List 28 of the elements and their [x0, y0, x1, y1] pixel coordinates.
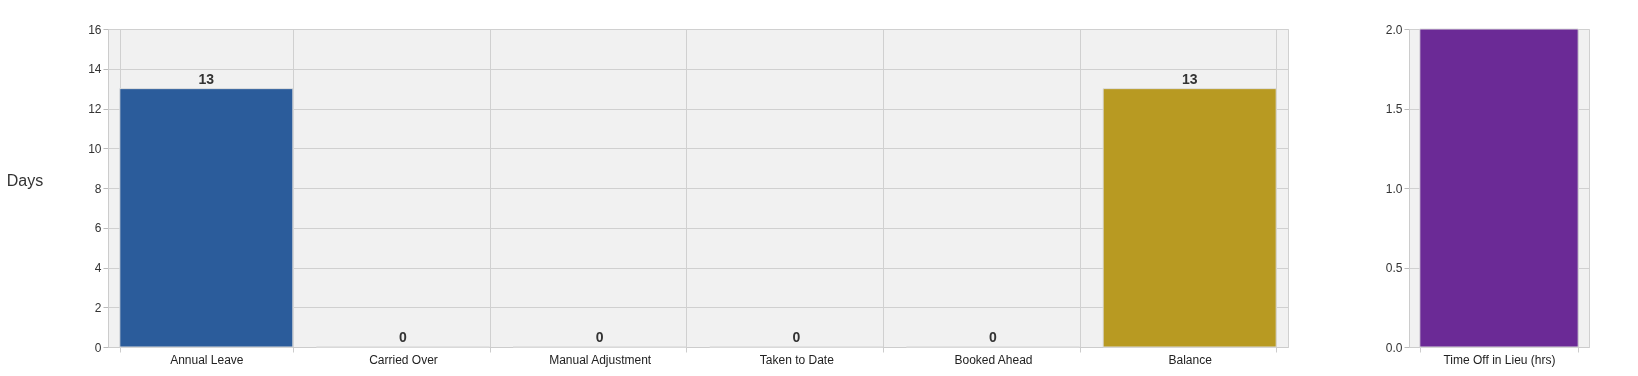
- data-label: 0: [792, 329, 801, 345]
- y-tick-label: 0.0: [1385, 340, 1403, 355]
- x-tick-label: Balance: [1168, 352, 1213, 367]
- y-tick-label: 14: [88, 62, 102, 77]
- data-label: 0: [595, 329, 604, 345]
- y-axis-title: Days: [6, 171, 44, 189]
- y-tick-label: 16: [88, 22, 102, 37]
- data-label: 13: [198, 70, 215, 87]
- x-tick-label: Time Off in Lieu (hrs): [1443, 352, 1556, 367]
- y-tick-label: 0: [94, 340, 102, 355]
- y-tick-label: 4: [94, 261, 102, 275]
- data-label: 0: [399, 329, 408, 345]
- y-tick-label: 8: [94, 181, 102, 196]
- data-label: 13: [1181, 70, 1198, 87]
- data-label: 0: [989, 329, 998, 345]
- x-tick-label: Carried Over: [369, 352, 438, 367]
- y-tick-label: 12: [88, 102, 102, 116]
- y-tick-label: 2: [94, 300, 102, 315]
- x-tick-label: Taken to Date: [759, 352, 835, 367]
- y-tick-label: 2.0: [1385, 22, 1403, 37]
- y-tick-label: 1.0: [1385, 181, 1403, 196]
- y-tick-label: 0.5: [1385, 261, 1403, 275]
- y-tick-label: 10: [88, 141, 102, 156]
- x-tick-label: Annual Leave: [170, 352, 244, 367]
- y-tick-label: 1.5: [1385, 102, 1403, 116]
- x-tick-label: Booked Ahead: [954, 352, 1033, 367]
- x-tick-label: Manual Adjustment: [549, 352, 652, 367]
- y-tick-label: 6: [94, 221, 102, 236]
